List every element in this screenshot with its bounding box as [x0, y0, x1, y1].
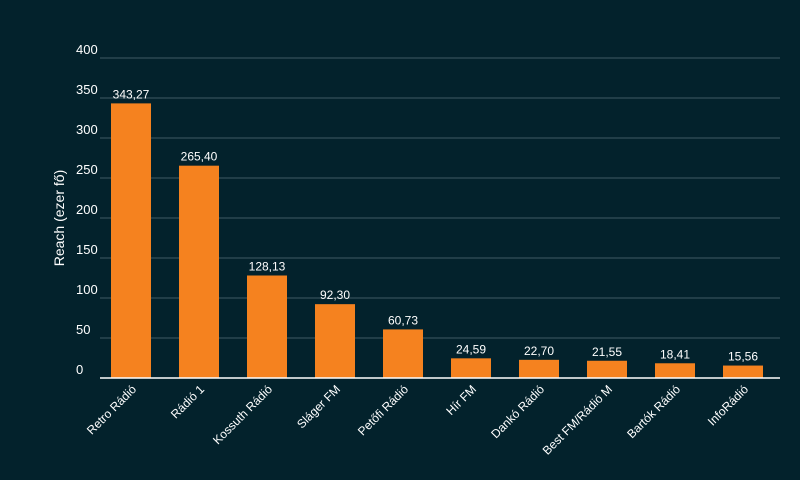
data-label: 60,73: [388, 313, 418, 327]
x-tick-label: Bartók Rádió: [624, 382, 683, 441]
data-labels: 343,27 265,40 128,13 92,30 60,73 24,59 22,70 21…: [113, 87, 759, 363]
y-tick-label: 0: [76, 362, 83, 377]
x-tick-label: Kossuth Rádió: [210, 382, 275, 447]
data-label: 343,27: [113, 87, 150, 101]
data-label: 265,40: [181, 150, 218, 164]
data-label: 92,30: [320, 288, 350, 302]
bar: [111, 103, 151, 378]
y-axis-title: Reach (ezer fő): [51, 170, 67, 266]
y-tick-label: 250: [76, 162, 98, 177]
bar: [519, 359, 559, 378]
bar: [315, 304, 355, 378]
x-tick-label: Sláger FM: [294, 382, 343, 431]
bar: [383, 329, 423, 378]
y-axis-ticks: 0 50 100 150 200 250 300 350 400: [76, 42, 98, 377]
bar: [587, 360, 627, 378]
bar: [655, 363, 695, 378]
x-tick-label: Dankó Rádió: [488, 382, 547, 441]
data-label: 21,55: [592, 345, 622, 359]
bar: [247, 275, 287, 378]
x-tick-label: Retro Rádió: [84, 382, 139, 437]
data-label: 24,59: [456, 342, 486, 356]
y-tick-label: 400: [76, 42, 98, 57]
bar: [451, 358, 491, 378]
y-tick-label: 150: [76, 242, 98, 257]
x-axis-labels: Retro Rádió Rádió 1 Kossuth Rádió Sláger FM…: [84, 382, 751, 458]
bar: [179, 165, 219, 378]
x-tick-label: Hír FM: [443, 382, 479, 418]
y-tick-label: 50: [76, 322, 90, 337]
x-tick-label: InfoRádió: [705, 382, 751, 428]
x-tick-label: Petőfi Rádió: [355, 382, 411, 438]
data-label: 22,70: [524, 344, 554, 358]
x-tick-label: Best FM/Rádió M: [540, 382, 615, 457]
y-tick-label: 300: [76, 122, 98, 137]
data-label: 128,13: [249, 259, 286, 273]
y-tick-label: 350: [76, 82, 98, 97]
bars: [111, 103, 763, 378]
data-label: 18,41: [660, 347, 690, 361]
bar: [723, 365, 763, 378]
data-label: 15,56: [728, 350, 758, 364]
y-tick-label: 200: [76, 202, 98, 217]
y-tick-label: 100: [76, 282, 98, 297]
x-tick-label: Rádió 1: [168, 382, 207, 421]
